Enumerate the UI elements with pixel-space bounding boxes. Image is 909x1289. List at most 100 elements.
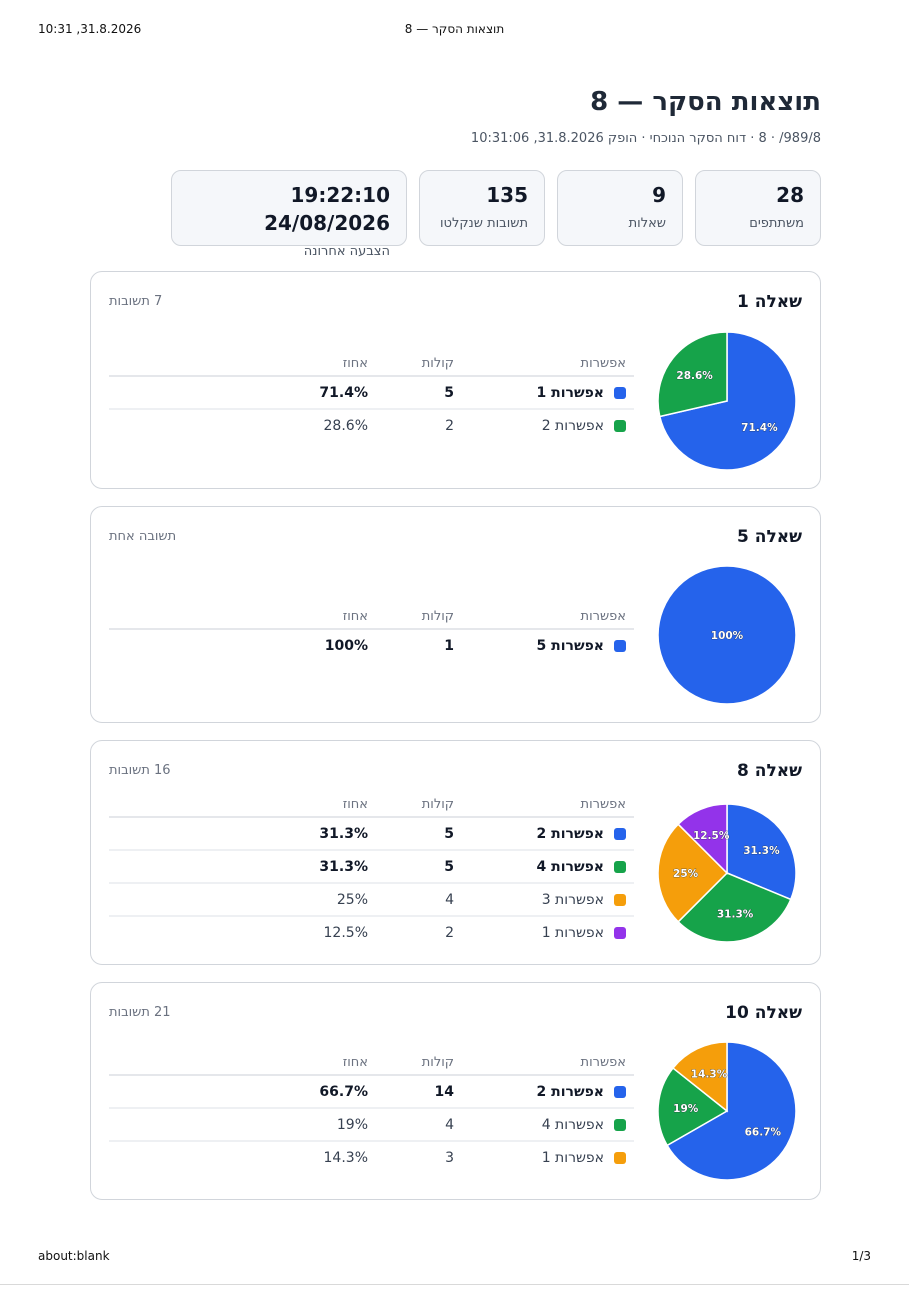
percent-cell: 12.5%: [323, 925, 368, 941]
pie-slice-label: 100%: [711, 630, 744, 642]
pie-slice-label: 25%: [673, 868, 699, 880]
color-swatch: [614, 1152, 626, 1164]
option-label: אפשרות 3: [541, 891, 604, 908]
color-swatch: [614, 386, 626, 399]
response-count: תשובה אחת: [109, 529, 177, 544]
percent-cell: 25%: [109, 883, 368, 917]
color-swatch: [614, 827, 626, 840]
stats-row: 28 משתתפים 9 שאלות 135 תשובות שנקלטו 19:…: [90, 170, 821, 259]
pie-chart: 100%: [656, 564, 798, 706]
table-row: אפשרות 4 5 31.3%: [109, 850, 634, 884]
pie-chart: 31.3% 31.3% 25% 12.5%: [656, 802, 798, 944]
column-header-votes: קולות: [368, 793, 454, 818]
stat-value: 135: [486, 183, 528, 207]
print-footer: about:blank 1/3: [38, 1249, 871, 1265]
votes-cell: 1: [444, 638, 454, 654]
pie-slice: [657, 565, 797, 705]
pie-slice: [657, 331, 728, 418]
pie-slice-label: 19%: [673, 1103, 699, 1115]
stat-label: שאלות: [628, 216, 666, 231]
option-cell: אפשרות 1: [454, 1141, 634, 1174]
color-swatch: [614, 640, 626, 652]
color-swatch: [614, 860, 626, 873]
stat-label: תשובות שנקלטו: [439, 216, 528, 231]
pie-slice: [677, 872, 792, 943]
option-label: אפשרות 1: [541, 1150, 604, 1166]
pie-slice: [671, 1041, 728, 1113]
option-cell: אפשרות 5: [454, 629, 634, 662]
percent-cell: 66.7%: [109, 1075, 368, 1109]
column-header-percent: אחוז: [109, 605, 368, 630]
table-row: אפשרות 3 4 25%: [109, 883, 634, 917]
pie-slice: [726, 803, 797, 901]
print-title: תוצאות הסקר — 8: [404, 22, 505, 36]
option-cell: אפשרות 1: [454, 376, 634, 410]
pie-slice-label: 31.3%: [743, 845, 780, 857]
response-count: 21 תשובות: [109, 1005, 171, 1020]
option-cell: אפשרות 2: [454, 409, 634, 442]
column-header-votes: קולות: [368, 605, 454, 630]
column-header-votes: קולות: [368, 352, 454, 377]
option-cell: אפשרות 3: [454, 883, 634, 917]
column-header-option: אפשרות: [454, 352, 634, 377]
option-label: אפשרות 1: [541, 925, 604, 941]
stat-answers: 135 תשובות שנקלטו: [419, 170, 545, 246]
option-cell: אפשרות 2: [454, 1075, 634, 1109]
print-header: 10:31 ,31.8.2026 תוצאות הסקר — 8: [38, 22, 871, 38]
votes-cell: 5: [368, 817, 454, 851]
option-cell: אפשרות 4: [454, 850, 634, 884]
pie-slice-label: 28.6%: [676, 370, 713, 382]
question-card: שאלה 5 תשובה אחת 100% אפשרות קולות אחוז אפשרות…: [90, 506, 821, 723]
table-row: אפשרות 1 5 71.4%: [109, 376, 634, 410]
percent-cell: 71.4%: [109, 376, 368, 410]
table-header-row: אפשרות קולות אחוז: [109, 352, 634, 377]
stat-questions: 9 שאלות: [557, 170, 683, 246]
votes-cell: 4: [368, 883, 454, 917]
option-label: אפשרות 2: [541, 418, 604, 434]
print-page-number: 1/3: [851, 1249, 871, 1263]
table-row: אפשרות 2 5 31.3%: [109, 817, 634, 851]
percent-cell: 28.6%: [323, 418, 368, 434]
votes-cell: 5: [368, 376, 454, 410]
question-header: שאלה 5 תשובה אחת: [109, 525, 802, 549]
pie-slice: [666, 1041, 797, 1181]
votes-cell: 2: [445, 925, 454, 941]
table-header-row: אפשרות קולות אחוז: [109, 793, 634, 818]
stat-last-vote: 19:22:10 24/08/2026 הצבעה אחרונה: [171, 170, 407, 259]
stat-value: 19:22:10 24/08/2026: [264, 183, 390, 235]
question-card: שאלה 8 16 תשובות 31.3% 31.3% 25% 12.5% אפשרות ק…: [90, 740, 821, 965]
table-header-row: אפשרות קולות אחוז: [109, 605, 634, 630]
question-card: שאלה 10 21 תשובות 66.7% 19% 14.3% אפשרות קולות…: [90, 982, 821, 1200]
option-label: אפשרות 5: [536, 638, 604, 654]
pie-chart: 66.7% 19% 14.3%: [656, 1040, 798, 1182]
response-count: 16 תשובות: [109, 763, 171, 778]
pie-slice-label: 14.3%: [691, 1069, 728, 1081]
pie-slice: [677, 803, 728, 875]
votes-cell: 4: [368, 1108, 454, 1142]
table-row: אפשרות 2 2 28.6%: [109, 409, 634, 442]
pie-svg: 66.7% 19% 14.3%: [657, 1041, 797, 1181]
column-header-option: אפשרות: [454, 793, 634, 818]
percent-cell: 19%: [109, 1108, 368, 1142]
option-label: אפשרות 4: [536, 858, 604, 875]
question-title: שאלה 10: [725, 1003, 802, 1023]
table-row: אפשרות 5 1 100%: [109, 629, 634, 662]
page-title: תוצאות הסקר — 8: [590, 87, 821, 117]
report-page: תוצאות הסקר — 8 989/8/ · 8 · דוח הסקר הנ…: [90, 80, 821, 1217]
results-table: אפשרות קולות אחוז אפשרות 2 5 31.3% אפשרות 4 5 31…: [109, 793, 634, 949]
option-label: אפשרות 4: [541, 1116, 604, 1133]
option-cell: אפשרות 2: [454, 817, 634, 851]
pie-slice-label: 12.5%: [693, 830, 730, 842]
pie-slice: [658, 331, 797, 471]
color-swatch: [614, 1118, 626, 1131]
color-swatch: [614, 420, 626, 432]
question-title: שאלה 5: [737, 527, 802, 547]
column-header-percent: אחוז: [109, 793, 368, 818]
pie-chart: 71.4% 28.6%: [656, 330, 798, 472]
option-label: אפשרות 1: [536, 384, 604, 401]
results-table: אפשרות קולות אחוז אפשרות 5 1 100%: [109, 605, 634, 662]
stat-participants: 28 משתתפים: [695, 170, 821, 246]
results-table: אפשרות קולות אחוז אפשרות 1 5 71.4% אפשרות 2 2 28…: [109, 352, 634, 442]
question-header: שאלה 8 16 תשובות: [109, 759, 802, 783]
